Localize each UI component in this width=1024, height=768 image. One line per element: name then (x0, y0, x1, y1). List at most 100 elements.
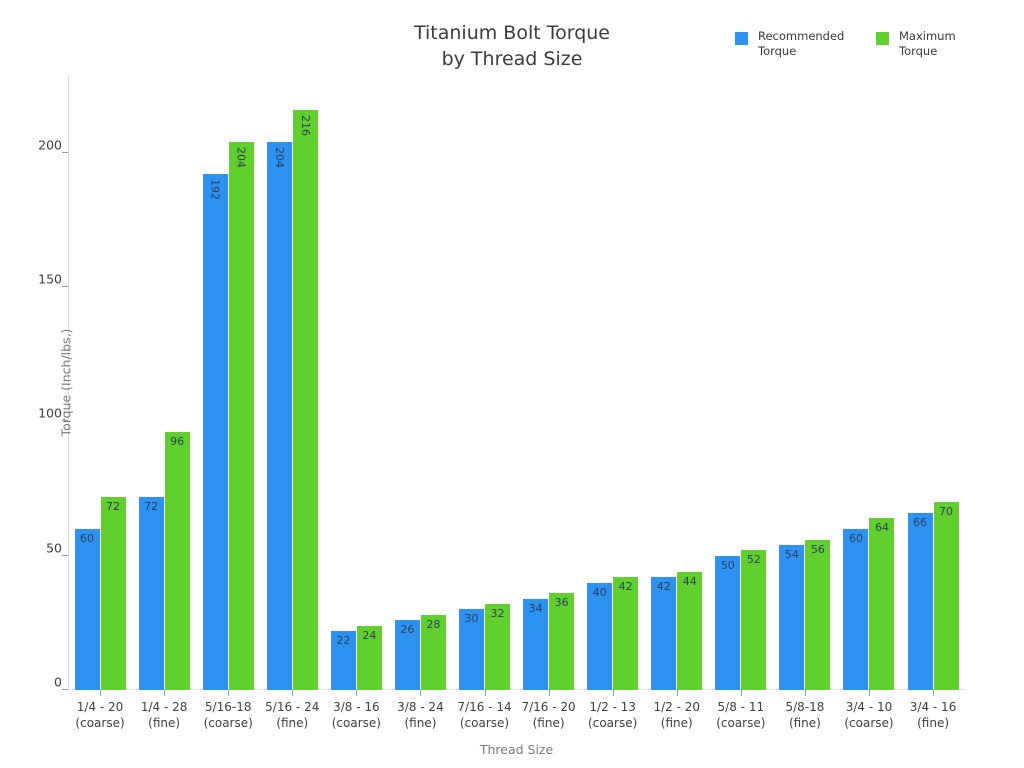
bar-recommended-torque[interactable]: 34 (523, 598, 549, 690)
bar-recommended-torque[interactable]: 42 (651, 577, 677, 690)
bar-value-label: 54 (784, 547, 799, 561)
x-category-label: 5/16-18 (coarse) (203, 700, 253, 730)
bar-value-label: 42 (656, 580, 671, 594)
y-axis-title: Torque (Inch/lbs.) (58, 328, 74, 436)
legend-item-maximum-torque[interactable]: Maximum Torque (876, 29, 991, 59)
bar-value-label: 72 (144, 499, 159, 513)
bar-recommended-torque[interactable]: 60 (843, 528, 869, 690)
bar-group: 60 72 1/4 - 20 (coarse) (68, 75, 132, 730)
plot-area: 0 50 100 150 200 60 72 1/4 - 20 (coarse) 72 96 1/… (38, 75, 965, 757)
bar-recommended-torque[interactable]: 50 (715, 555, 741, 690)
bar-group: 30 32 7/16 - 14 (coarse) (452, 75, 516, 730)
bar-groups: 60 72 1/4 - 20 (coarse) 72 96 1/4 - 28 (fine)… (68, 75, 965, 730)
bar-maximum-torque[interactable]: 216 (292, 109, 318, 690)
x-tick-mark (868, 690, 870, 696)
bar-value-label: 96 (170, 435, 185, 449)
bar-maximum-torque[interactable]: 44 (677, 571, 703, 690)
x-category-label: 5/16 - 24 (fine) (265, 700, 320, 730)
bar-recommended-torque[interactable]: 66 (907, 512, 933, 690)
y-tick-label: 100 (38, 405, 62, 421)
bar-value-label: 36 (554, 596, 569, 610)
bar-value-label: 204 (272, 147, 286, 169)
legend-item-recommended-torque[interactable]: Recommended Torque (735, 29, 850, 59)
x-axis-title: Thread Size (479, 742, 554, 757)
bar-recommended-torque[interactable]: 60 (74, 528, 100, 690)
bar-value-label: 204 (234, 147, 248, 169)
bar-value-label: 42 (618, 580, 633, 594)
x-tick-mark (100, 690, 102, 696)
bar-maximum-torque[interactable]: 56 (805, 539, 831, 690)
y-tick-label: 50 (46, 540, 62, 556)
bar-value-label: 70 (939, 505, 954, 519)
y-tick-mark (62, 554, 68, 556)
bar-maximum-torque[interactable]: 70 (933, 502, 959, 690)
bar-value-label: 40 (592, 585, 607, 599)
bar-maximum-torque[interactable]: 72 (100, 496, 126, 690)
y-axis-line (68, 75, 69, 690)
bar-value-label: 28 (426, 617, 441, 631)
bar-value-label: 60 (848, 531, 863, 545)
bar-maximum-torque[interactable]: 64 (869, 518, 895, 690)
bar-value-label: 72 (106, 499, 121, 513)
bar-group: 72 96 1/4 - 28 (fine) (132, 75, 196, 730)
x-tick-mark (612, 690, 614, 696)
bar-group: 60 64 3/4 - 10 (coarse) (837, 75, 901, 730)
bar-maximum-torque[interactable]: 32 (485, 604, 510, 690)
bar-value-label: 60 (80, 531, 95, 545)
bar-value-label: 30 (464, 612, 479, 626)
bar-value-label: 66 (913, 515, 928, 529)
bar-value-label: 44 (682, 574, 697, 588)
x-category-label: 1/2 - 13 (coarse) (588, 700, 638, 730)
bar-maximum-torque[interactable]: 204 (228, 142, 254, 690)
bar-recommended-torque[interactable]: 204 (266, 142, 292, 690)
x-category-label: 1/4 - 28 (fine) (140, 700, 188, 730)
x-tick-mark (548, 690, 550, 696)
bar-group: 34 36 7/16 - 20 (fine) (517, 75, 581, 730)
x-category-label: 3/8 - 24 (fine) (397, 700, 444, 730)
bar-maximum-torque[interactable]: 42 (613, 577, 639, 690)
legend-label: Maximum Torque (899, 29, 956, 58)
x-axis-line (68, 689, 965, 690)
x-category-label: 3/4 - 16 (fine) (909, 700, 957, 730)
x-tick-mark (228, 690, 230, 696)
x-category-label: 5/8 - 11 (coarse) (716, 700, 766, 730)
bar-recommended-torque[interactable]: 22 (330, 630, 356, 690)
legend-swatch (876, 32, 889, 45)
bar-maximum-torque[interactable]: 28 (420, 614, 446, 690)
bar-value-label: 26 (400, 623, 415, 637)
y-tick-mark (62, 420, 68, 422)
bar-value-label: 56 (810, 542, 825, 556)
bar-recommended-torque[interactable]: 30 (459, 609, 484, 690)
y-tick-label: 150 (38, 271, 62, 287)
bar-recommended-torque[interactable]: 192 (202, 174, 228, 690)
bar-group: 50 52 5/8 - 11 (coarse) (709, 75, 773, 730)
bar-recommended-torque[interactable]: 72 (138, 496, 164, 690)
bar-recommended-torque[interactable]: 40 (587, 582, 613, 690)
x-category-label: 7/16 - 14 (coarse) (457, 700, 512, 730)
bar-maximum-torque[interactable]: 36 (549, 593, 575, 690)
bar-recommended-torque[interactable]: 26 (394, 620, 420, 690)
x-tick-mark (164, 690, 166, 696)
legend-label: Recommended Torque (758, 29, 845, 58)
x-category-label: 3/8 - 16 (coarse) (331, 700, 381, 730)
x-category-label: 5/8-18 (fine) (785, 700, 825, 730)
bar-maximum-torque[interactable]: 52 (741, 550, 767, 690)
bar-value-label: 24 (362, 628, 377, 642)
bar-value-label: 216 (298, 114, 312, 136)
bar-group: 40 42 1/2 - 13 (coarse) (581, 75, 645, 730)
x-category-label: 3/4 - 10 (coarse) (844, 700, 894, 730)
x-tick-mark (484, 690, 486, 696)
y-tick-mark (62, 151, 68, 153)
legend-swatch (735, 32, 748, 45)
bar-value-label: 52 (746, 553, 761, 567)
bar-maximum-torque[interactable]: 24 (356, 625, 382, 690)
y-tick-label: 0 (54, 674, 62, 690)
bar-recommended-torque[interactable]: 54 (779, 544, 805, 690)
bar-maximum-torque[interactable]: 96 (164, 432, 190, 690)
bar-group: 26 28 3/8 - 24 (fine) (388, 75, 452, 730)
x-category-label: 1/4 - 20 (coarse) (75, 700, 125, 730)
bar-group: 204 216 5/16 - 24 (fine) (260, 75, 324, 730)
x-tick-mark (804, 690, 806, 696)
bar-group: 192 204 5/16-18 (coarse) (196, 75, 260, 730)
